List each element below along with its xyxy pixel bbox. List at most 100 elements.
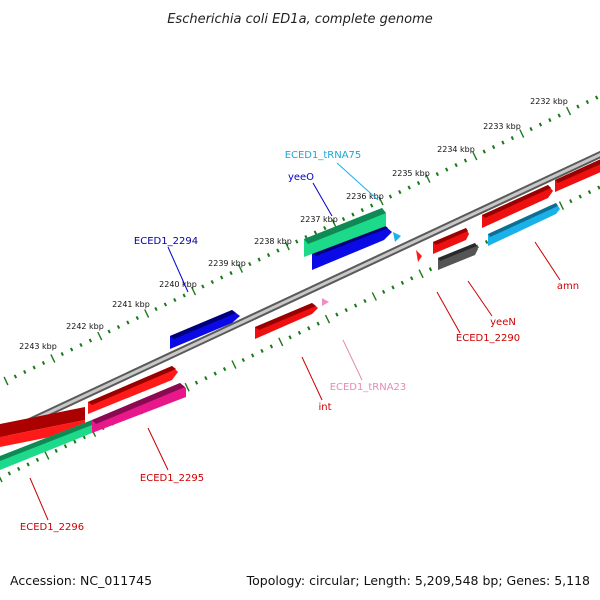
major-tick (237, 264, 244, 273)
minor-tick (360, 207, 364, 213)
minor-tick (63, 444, 68, 449)
minor-tick (341, 216, 346, 222)
gene-label-ECED1_2296[interactable]: ECED1_2296 (20, 522, 84, 533)
feature-ECED1_2295-arrow[interactable] (92, 383, 186, 433)
minor-tick (41, 360, 46, 366)
map-title: Escherichia coli ED1a, complete genome (167, 12, 433, 27)
feature-ECED1_2294-arrow[interactable] (170, 310, 240, 349)
feature-amn-red-arrow[interactable] (482, 185, 553, 228)
gene-label-ECED1_tRNA75[interactable]: ECED1_tRNA75 (285, 150, 362, 161)
minor-tick (400, 280, 405, 285)
tick-label: 2242 kbp (66, 322, 104, 331)
feature-yeeO-arrow[interactable] (312, 225, 392, 270)
major-tick (0, 476, 3, 483)
major-tick (418, 269, 424, 279)
minor-tick (407, 185, 411, 190)
major-tick (97, 331, 103, 341)
minor-tick (388, 194, 393, 199)
minor-tick (557, 113, 561, 118)
tick-label: 2232 kbp (530, 97, 568, 106)
features (0, 155, 600, 472)
feature-ECED1_2296-arrow[interactable] (0, 407, 85, 448)
major-tick (3, 376, 9, 386)
minor-tick (201, 284, 205, 289)
minor-tick (126, 320, 130, 325)
feature-amn-arrow[interactable] (488, 203, 560, 246)
tick-label: 2238 kbp (254, 237, 292, 246)
minor-tick (276, 248, 280, 253)
minor-tick (135, 315, 139, 321)
tick-label: 2234 kbp (437, 145, 475, 154)
feature-far-right-arrow[interactable] (555, 155, 600, 192)
major-tick (50, 354, 56, 363)
tick-label: 2237 kbp (300, 215, 338, 224)
minor-tick (60, 351, 64, 357)
minor-tick (316, 321, 320, 326)
minor-tick (501, 140, 505, 145)
minor-tick (475, 244, 479, 249)
tick-labels: 2232 kbp 2233 kbp 2234 kbp 2235 kbp 2236 kbp… (19, 97, 568, 351)
feature-int-upper-arrow[interactable] (88, 366, 178, 414)
minor-tick (510, 135, 515, 141)
minor-tick (569, 199, 573, 204)
minor-tick (260, 348, 264, 353)
minor-tick (463, 158, 468, 163)
feature-ECED1_2290-small-mark[interactable] (416, 250, 422, 262)
major-tick (565, 106, 572, 116)
feature-ECED1_tRNA75-green-arrow[interactable] (304, 208, 386, 257)
minor-tick (484, 239, 489, 245)
feature-ECED1_tRNA23-mark[interactable] (322, 298, 329, 306)
gene-label-ECED1_2294[interactable]: ECED1_2294 (134, 236, 198, 247)
feature-ECED1_2290-arrow[interactable] (438, 243, 478, 270)
gene-label-ECED1_2295[interactable]: ECED1_2295 (140, 473, 204, 484)
minor-tick (363, 298, 367, 304)
minor-tick (26, 462, 30, 467)
minor-tick (219, 275, 224, 280)
minor-tick (116, 324, 121, 330)
leader-lines (29, 162, 561, 521)
minor-tick (32, 365, 36, 370)
major-tick (472, 151, 478, 161)
major-tick (184, 382, 190, 392)
minor-tick (257, 257, 261, 262)
tick-label: 2235 kbp (392, 169, 430, 178)
minor-tick (194, 380, 199, 385)
minor-tick (269, 344, 274, 349)
minor-tick (88, 338, 93, 343)
gene-label-int[interactable]: int (318, 402, 331, 413)
gene-label-ECED1_2290[interactable]: ECED1_2290 (456, 333, 520, 344)
feature-ECED1_tRNA75-mark[interactable] (393, 232, 401, 242)
major-tick (324, 314, 331, 324)
minor-tick (344, 308, 348, 313)
minor-tick (248, 261, 252, 267)
minor-tick (576, 104, 580, 109)
minor-tick (210, 279, 214, 285)
minor-tick (229, 270, 233, 276)
accession-text: Accession: NC_011745 (10, 573, 153, 588)
minor-tick (370, 203, 374, 208)
minor-tick (585, 99, 590, 105)
feature-yeeN-arrow[interactable] (433, 228, 469, 254)
major-tick (144, 309, 150, 318)
tick-label: 2239 kbp (208, 259, 246, 268)
feature-ECED1_2296-green-arrow[interactable] (0, 420, 92, 472)
gene-label-amn[interactable]: amn (557, 281, 579, 292)
feature-int-arrow[interactable] (255, 303, 318, 339)
major-tick (558, 201, 565, 211)
minor-tick (548, 117, 552, 123)
gene-label-yeeN[interactable]: yeeN (490, 317, 516, 328)
minor-tick (578, 194, 582, 199)
minor-tick (173, 297, 177, 303)
gene-label-ECED1_tRNA23[interactable]: ECED1_tRNA23 (330, 382, 407, 393)
major-tick (371, 292, 377, 301)
minor-tick (391, 285, 395, 290)
genome-info-text: Topology: circular; Length: 5,209,548 bp… (246, 573, 590, 588)
minor-tick (288, 335, 292, 340)
tick-label: 2240 kbp (159, 280, 197, 289)
minor-tick (69, 347, 74, 352)
tick-label: 2241 kbp (112, 300, 150, 309)
gene-label-yeeO[interactable]: yeeO (288, 172, 314, 183)
minor-tick (107, 329, 111, 334)
outer-tick-track (3, 95, 599, 386)
minor-tick (17, 466, 21, 471)
